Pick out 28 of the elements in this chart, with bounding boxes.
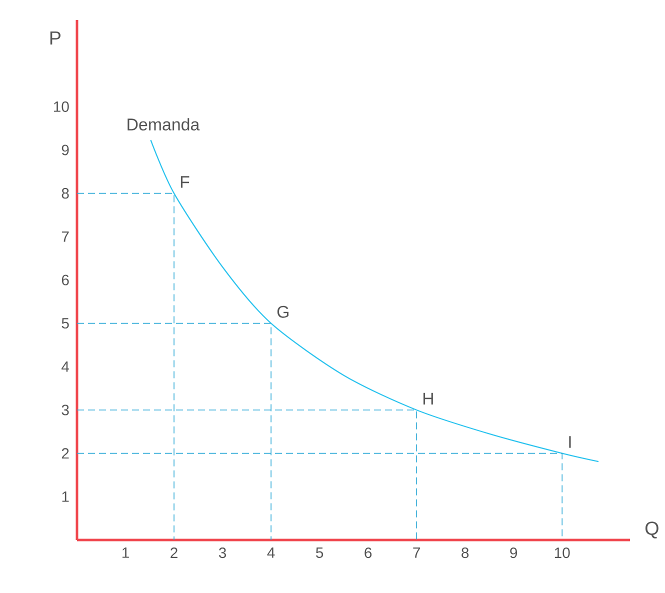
y-tick-label: 10 [54, 101, 69, 112]
y-tick-label: 9 [62, 144, 69, 156]
x-tick-label: 4 [267, 548, 275, 558]
annotation: G [277, 306, 288, 318]
y-tick-label: 4 [62, 362, 70, 372]
x-tick-label: 9 [510, 548, 518, 558]
y-axis-title: P [50, 32, 60, 45]
y-tick-label: 8 [62, 188, 69, 199]
annotation: I [569, 436, 571, 448]
line-series [150, 139, 600, 462]
x-tick-label: 10 [554, 548, 570, 558]
y-tick-label: 2 [62, 448, 69, 459]
x-tick-label: 2 [170, 548, 178, 558]
x-tick-label: 8 [462, 548, 469, 558]
annotation: F [180, 176, 190, 188]
y-tick-label: 1 [62, 492, 69, 502]
annotation: H [423, 392, 433, 404]
x-tick-label: 6 [364, 548, 372, 558]
series-label: Demanda [128, 118, 200, 131]
x-tick-label: 1 [122, 548, 129, 558]
y-tick-label: 3 [62, 404, 69, 416]
x-axis-title: Q [645, 522, 658, 538]
y-tick-label: 6 [62, 274, 69, 286]
x-tick-label: 5 [316, 548, 324, 558]
x-tick-label: 7 [413, 548, 420, 558]
y-tick-label: 7 [62, 232, 69, 242]
y-tick-label: 5 [62, 318, 69, 329]
x-tick-label: 3 [218, 548, 226, 558]
